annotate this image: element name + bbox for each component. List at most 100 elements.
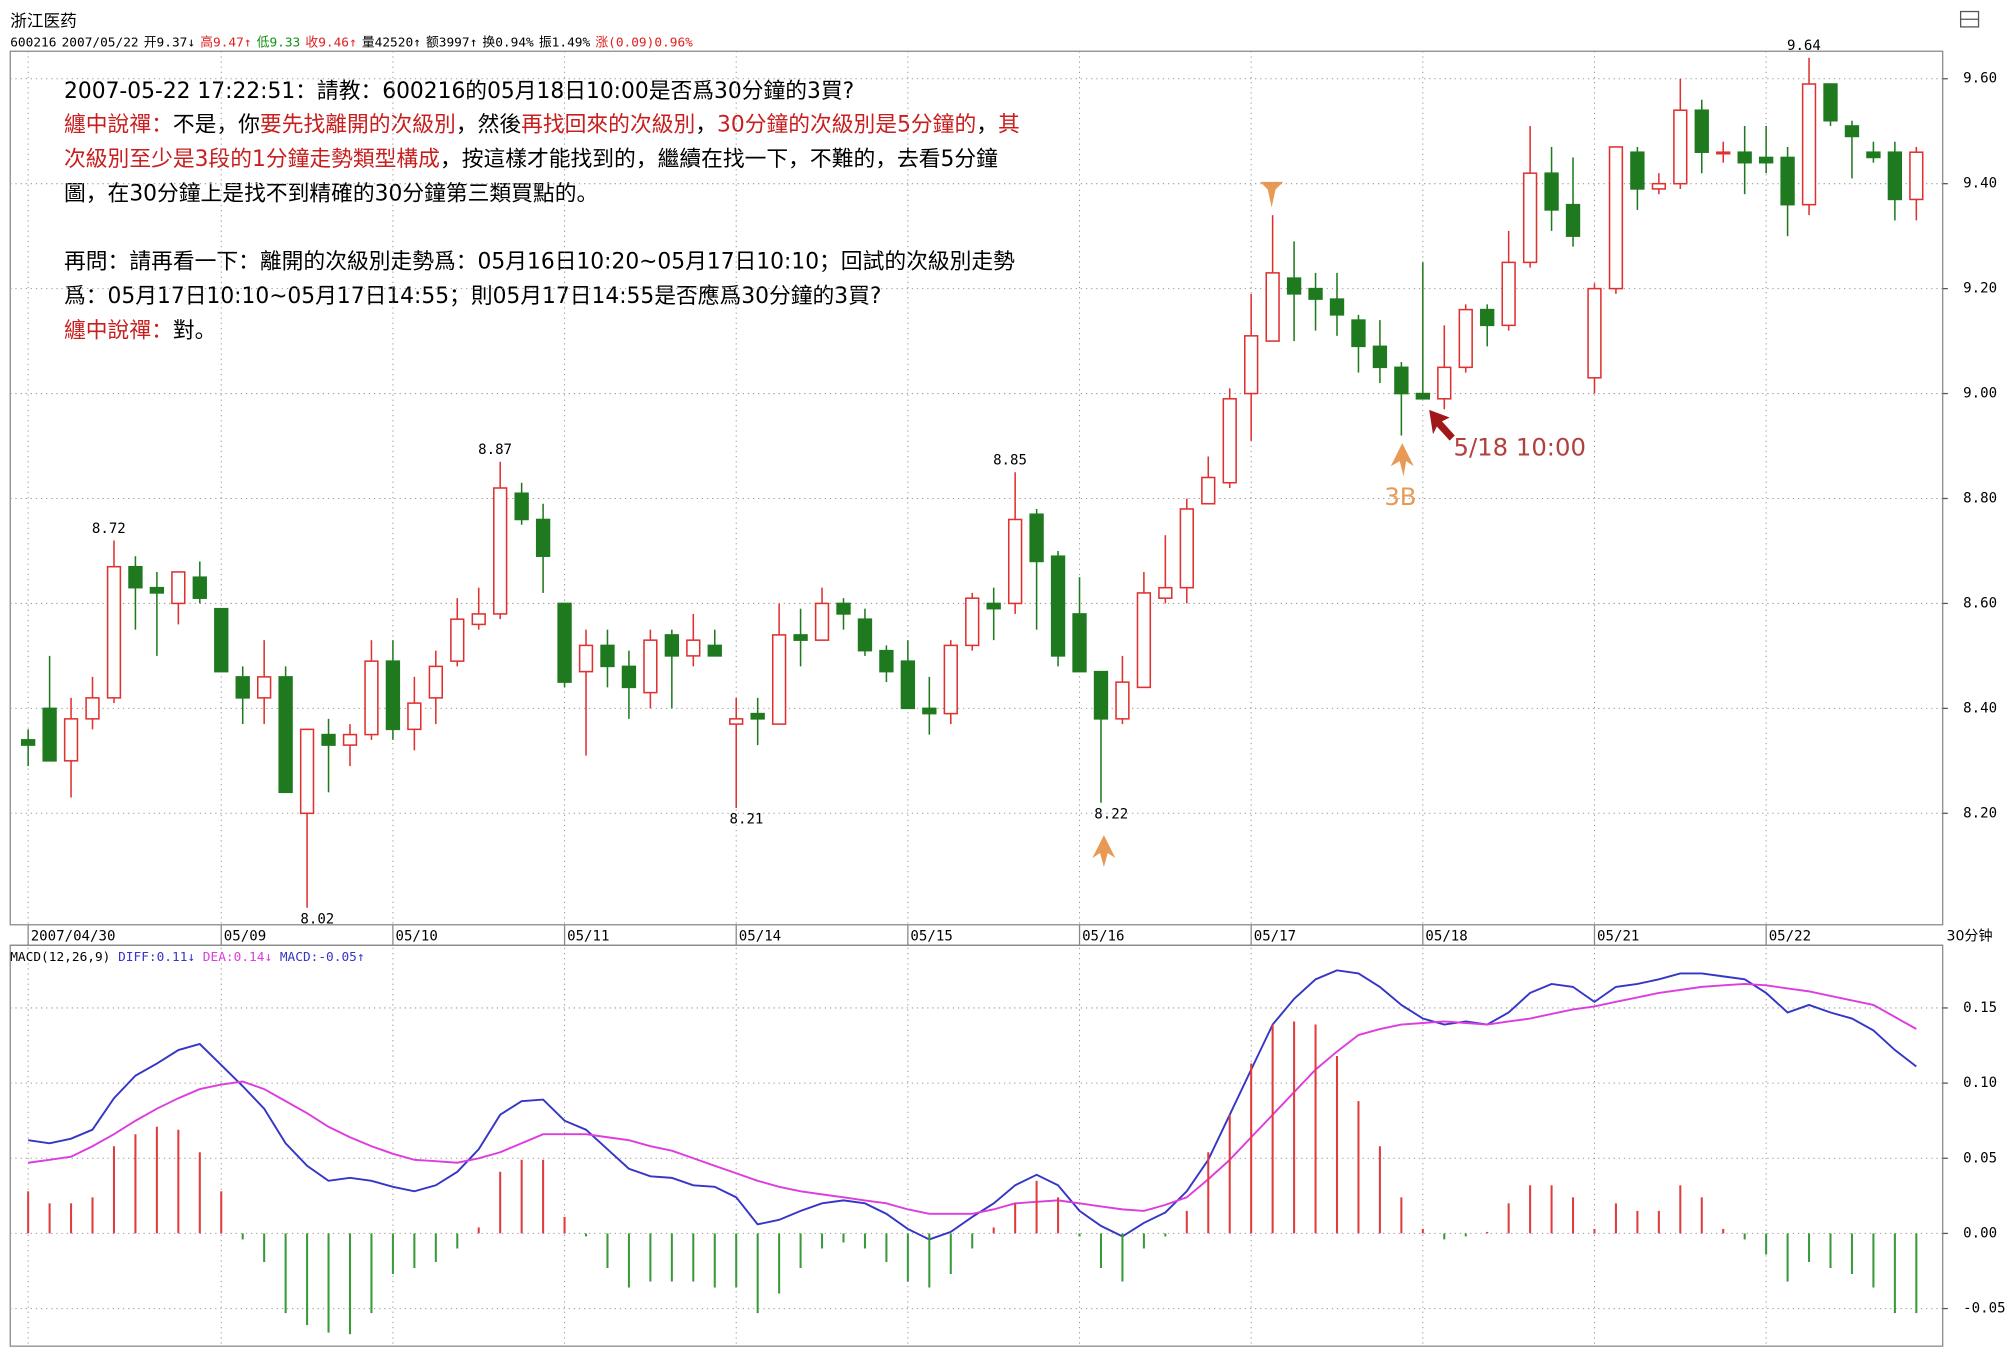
candle-body xyxy=(600,644,615,668)
candle-body xyxy=(20,739,36,746)
y-tick-label: 0.15 xyxy=(1963,1000,1997,1016)
y-tick-label: 9.60 xyxy=(1963,71,1997,87)
candle-body xyxy=(1265,272,1280,342)
x-tick-label: 05/21 xyxy=(1597,928,1639,944)
candle-body xyxy=(1179,508,1194,589)
candle-body xyxy=(1651,182,1667,190)
y-tick-label: -0.05 xyxy=(1963,1301,2005,1317)
candle-body xyxy=(42,707,57,762)
candle-body xyxy=(1866,151,1881,159)
high-label: 8.85 xyxy=(993,453,1027,469)
candle-body xyxy=(750,712,765,720)
y-tick-label: 8.20 xyxy=(1963,805,1997,821)
quote-item: 涨(0.09)0.96% xyxy=(595,35,693,50)
period-label: 30分钟 xyxy=(1947,927,1993,944)
candle-body xyxy=(686,639,701,657)
candle-body xyxy=(1372,345,1388,369)
candle-body xyxy=(986,602,1001,610)
note-line: 纏中說禪：對。 xyxy=(64,319,216,344)
note-run: 次級別至少是3段的1分鐘走勢類型構成 xyxy=(64,147,440,172)
macd-line xyxy=(28,969,1917,1241)
candle-body xyxy=(1286,277,1302,295)
y-tick-label: 0.10 xyxy=(1963,1075,1997,1091)
candle-body xyxy=(1308,287,1323,300)
candle-body xyxy=(1050,555,1066,657)
candle-body xyxy=(1630,151,1645,190)
low-label: 8.21 xyxy=(730,812,764,828)
candle-body xyxy=(1587,287,1602,379)
candle-body xyxy=(1093,670,1109,720)
down-arrow xyxy=(1260,181,1284,208)
x-tick-label: 05/10 xyxy=(395,928,437,944)
candle-body xyxy=(342,733,358,746)
candle-body xyxy=(1480,308,1495,327)
note-run: 其 xyxy=(998,113,1020,138)
candle-body xyxy=(514,492,529,521)
stock-name: 浙江医药 xyxy=(10,11,76,30)
candle-body xyxy=(922,707,937,715)
note-line: 圖，在30分鐘上是找不到精確的30分鐘第三類買點的。 xyxy=(64,182,598,207)
candle-body xyxy=(836,602,851,615)
y-tick-label: 0.00 xyxy=(1963,1225,1997,1241)
price-panel xyxy=(9,50,1944,926)
note-run: 要先找離開的次級別 xyxy=(260,113,456,138)
candle-body xyxy=(1758,156,1774,164)
quote-item: 量42520↑ xyxy=(362,35,421,50)
candle-body xyxy=(1909,151,1924,201)
low-label: 8.02 xyxy=(300,911,334,927)
candle-body xyxy=(149,586,165,594)
candle-body xyxy=(1458,308,1473,369)
note-run: 再問：請再看一下：離開的次級別走勢爲：05月16日10:20~05月17日10:… xyxy=(64,250,1015,275)
quote-item: 换0.94% xyxy=(482,35,534,50)
y-tick-label: 9.00 xyxy=(1963,386,1997,402)
candle-body xyxy=(943,644,958,715)
note-line: 2007-05-22 17:22:51：請教：600216的05月18日10:0… xyxy=(64,79,854,104)
candle-body xyxy=(407,702,422,731)
candle-body xyxy=(256,676,272,699)
candle-body xyxy=(1072,613,1087,673)
candle-body xyxy=(214,607,229,673)
candle-body xyxy=(1844,125,1860,138)
candle-body xyxy=(965,597,980,647)
candle-body xyxy=(364,660,379,736)
macd-title: MACD(12,26,9) xyxy=(10,949,110,964)
candle-body xyxy=(664,634,680,657)
candle-body xyxy=(707,644,722,657)
candle-body xyxy=(1608,146,1624,290)
macd-panel xyxy=(9,944,1944,1347)
note-run: ， xyxy=(976,113,998,138)
candle-body xyxy=(299,728,315,815)
x-tick-label: 05/15 xyxy=(910,928,952,944)
x-tick-label: 05/14 xyxy=(739,928,781,944)
candle-body xyxy=(1394,366,1409,395)
candle-body xyxy=(729,718,744,725)
candle-body xyxy=(1007,518,1023,605)
x-tick-label: 05/11 xyxy=(567,928,609,944)
candle-body xyxy=(1244,335,1259,395)
note-run: 纏中說禪： xyxy=(64,319,173,344)
candle-body xyxy=(1437,366,1452,400)
y-tick-label: 8.40 xyxy=(1963,700,1997,716)
candle-body xyxy=(1329,298,1345,316)
candle-body xyxy=(171,571,186,605)
note-run: ，按這樣才能找到的，繼續在找一下，不難的，去看5分鐘 xyxy=(440,147,998,172)
candle-body xyxy=(1201,476,1216,505)
point-label: 5/18 10:00 xyxy=(1453,432,1585,461)
candle-body xyxy=(1415,392,1430,400)
candle-body xyxy=(643,639,658,694)
candle-body xyxy=(1351,319,1366,348)
note-line: 纏中說禪：不是，你要先找離開的次級別，然後再找回來的次級別，30分鐘的次級別是5… xyxy=(64,113,1020,138)
candle-body xyxy=(493,487,508,615)
candle-body xyxy=(1501,261,1516,327)
up-arrow xyxy=(1092,835,1116,868)
x-tick-label: 05/09 xyxy=(224,928,266,944)
candle-body xyxy=(192,576,207,599)
note-run: ，然後 xyxy=(456,113,522,138)
x-tick-label: 05/22 xyxy=(1769,928,1811,944)
note-run: 再找回來的次級別 xyxy=(521,113,695,138)
candle-body xyxy=(621,665,637,689)
y-tick-label: 9.40 xyxy=(1963,176,1997,192)
quote-item: 开9.37↓ xyxy=(144,35,195,50)
high-label: 8.87 xyxy=(478,442,512,458)
